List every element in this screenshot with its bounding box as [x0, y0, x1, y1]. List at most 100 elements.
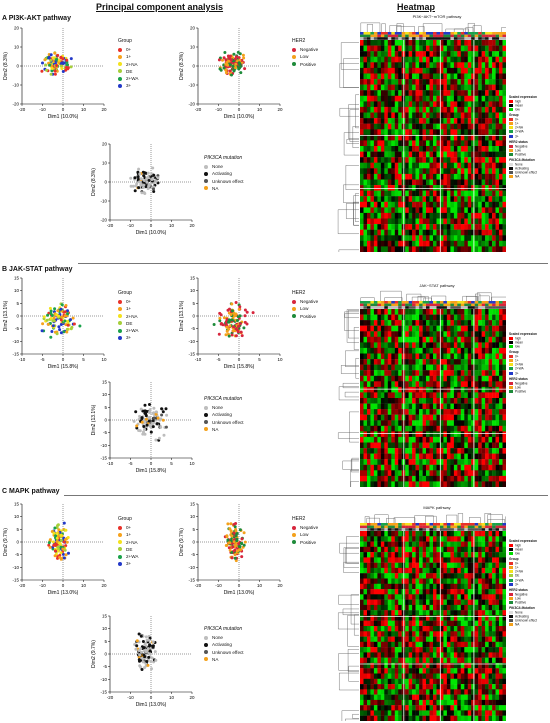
heatmap-cell	[408, 464, 413, 471]
heatmap-cell	[408, 146, 413, 152]
heatmap-cell	[478, 531, 482, 537]
heatmap-cell	[377, 173, 382, 180]
heatmap-cell	[450, 101, 455, 108]
annotation-cell	[495, 301, 500, 304]
y-tick-label: 0	[16, 64, 19, 69]
heatmap-cell	[391, 240, 395, 247]
heatmap-cell	[433, 392, 437, 399]
heatmap-cell	[446, 453, 451, 460]
legend-a-her2: HER2 Negative Low Positive	[292, 38, 318, 68]
dendrogram-branch	[342, 383, 359, 389]
heatmap-cell	[464, 536, 468, 542]
heatmap-cell	[460, 320, 465, 326]
heatmap-cell	[440, 56, 444, 63]
data-point	[41, 61, 44, 65]
heatmap-cell	[363, 392, 368, 399]
heatmap-cell	[492, 448, 496, 454]
heatmap-cell	[384, 95, 388, 102]
annotation-cell	[433, 34, 437, 38]
heatmap-cell	[426, 531, 430, 537]
heatmap-cell	[450, 168, 455, 175]
heatmap-cell	[446, 531, 451, 537]
legend-item: DE	[118, 546, 138, 553]
heatmap-cell	[453, 536, 458, 542]
annotation-cell	[419, 303, 423, 307]
heatmap-cell	[436, 342, 441, 349]
heatmap-cell	[405, 90, 409, 96]
heatmap-cell	[408, 224, 413, 230]
x-axis-label: Dim1 (15.8%)	[136, 468, 167, 474]
heatmap-cell	[363, 398, 368, 404]
data-point	[234, 62, 238, 66]
legend-dot	[118, 69, 122, 74]
heatmap-cell	[467, 546, 472, 553]
data-point	[134, 410, 138, 414]
heatmap-cell	[436, 101, 441, 108]
annotation-cell	[373, 37, 378, 40]
dendrogram-branch	[338, 386, 359, 401]
heatmap-cell	[457, 45, 461, 52]
annotation-cell	[373, 301, 378, 304]
heatmap-cell	[492, 118, 496, 124]
heatmap-cell	[436, 79, 441, 85]
annotation-cell	[426, 523, 430, 526]
heatmap-cell	[488, 51, 493, 57]
heatmap-cell	[436, 51, 441, 57]
heatmap-cell	[394, 101, 399, 108]
legend-item: Activating	[204, 411, 244, 418]
heatmap-cell	[478, 364, 482, 371]
heatmap-cell	[436, 118, 441, 124]
heatmap-cell	[492, 140, 496, 147]
x-tick-label: -20	[19, 583, 26, 588]
heatmap-cell	[460, 409, 465, 415]
annotation-cell	[478, 34, 482, 38]
x-tick-label: -10	[107, 461, 114, 466]
heatmap-cell	[443, 51, 448, 57]
heatmap-cell	[464, 325, 468, 332]
heatmap-cell	[450, 246, 455, 252]
heatmap-cell	[363, 157, 368, 163]
dendrogram-branch	[341, 710, 359, 721]
heatmap-cell	[433, 79, 437, 85]
heatmap-cell	[415, 246, 420, 252]
heatmap-cell	[387, 246, 392, 252]
heatmap-cell	[453, 229, 458, 236]
annotation-cell	[481, 34, 486, 38]
heatmap-cell	[429, 201, 434, 208]
heatmap-cell	[408, 336, 413, 343]
heatmap-cell	[384, 218, 388, 225]
heatmap-cell	[471, 546, 475, 553]
y-tick-label: 10	[190, 288, 196, 293]
heatmap-cell	[492, 392, 496, 399]
heatmap-cell	[467, 229, 472, 236]
heatmap-cell	[373, 51, 378, 57]
heatmap-cell	[502, 185, 506, 191]
heatmap-cell	[429, 425, 434, 432]
heatmap-cell	[419, 134, 423, 141]
heatmap-cell	[377, 240, 382, 247]
heatmap-cell	[412, 140, 416, 147]
data-point	[154, 410, 158, 414]
annotation-cell	[450, 34, 455, 38]
heatmap-cell	[492, 190, 496, 197]
heatmap-cell	[387, 84, 392, 91]
heatmap-cell	[502, 212, 506, 219]
heatmap-cell	[391, 403, 395, 410]
heatmap-cell	[426, 112, 430, 119]
heatmap-cell	[457, 84, 461, 91]
heatmap-cell	[478, 196, 482, 202]
heatmap-cell	[471, 246, 475, 252]
heatmap-cell	[377, 536, 382, 542]
heatmap-cell	[415, 475, 420, 482]
heatmap-cell	[485, 229, 489, 236]
annotation-cell	[464, 303, 468, 307]
heatmap-cell	[488, 448, 493, 454]
heatmap-cell	[481, 190, 486, 197]
heatmap-cell	[367, 314, 371, 321]
data-point	[232, 325, 235, 329]
heatmap-cell	[467, 347, 472, 354]
heatmap-cell	[474, 459, 479, 465]
heatmap-cell	[367, 129, 371, 136]
heatmap-cell	[433, 240, 437, 247]
data-point	[65, 327, 69, 331]
